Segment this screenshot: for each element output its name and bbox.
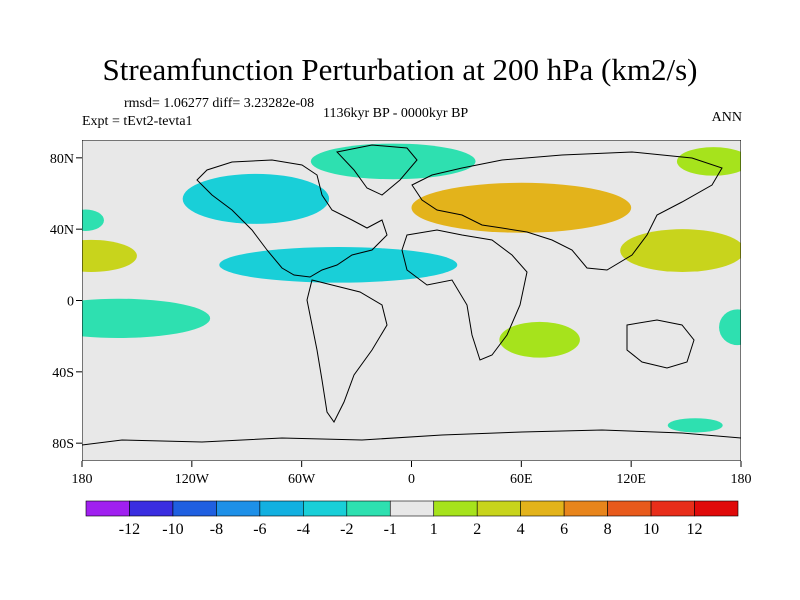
anomaly-region <box>676 147 741 176</box>
background-field <box>82 140 741 461</box>
y-tick-label: 40N <box>50 223 74 238</box>
colorbar-swatch <box>172 500 217 517</box>
x-tick-label: 60E <box>510 472 533 487</box>
colorbar-label: 4 <box>517 521 525 538</box>
colorbar-label: -1 <box>384 521 397 538</box>
x-tick-label: 180 <box>731 472 752 487</box>
colorbar-label: -4 <box>297 521 310 538</box>
colorbar-label: 1 <box>430 521 438 538</box>
colorbar-label: 12 <box>687 521 703 538</box>
colorbar-swatch <box>129 500 174 517</box>
colorbar-label: -8 <box>210 521 223 538</box>
anomaly-region <box>82 239 137 272</box>
anomaly-region <box>499 321 580 358</box>
y-tick-label: 80N <box>50 152 74 167</box>
y-tick-label: 80S <box>52 437 74 452</box>
anomaly-region <box>719 309 741 346</box>
stats-line: rmsd= 1.06277 diff= 3.23282e-08 <box>124 96 315 111</box>
period-line: 1136kyr BP - 0000kyr BP <box>323 106 469 121</box>
anomaly-region <box>310 143 476 180</box>
x-tick-label: 180 <box>72 472 93 487</box>
colorbar-label: 2 <box>473 521 481 538</box>
anomaly-region <box>667 418 723 433</box>
colorbar-swatch <box>476 500 521 517</box>
anomaly-region <box>620 229 741 272</box>
colorbar-swatch <box>650 500 695 517</box>
colorbar-swatch <box>85 500 130 517</box>
colorbar-swatch <box>346 500 391 517</box>
anomaly-region <box>82 209 104 231</box>
y-tick-label: 0 <box>67 295 74 310</box>
x-tick-label: 0 <box>408 472 415 487</box>
colorbar-swatch <box>389 500 435 517</box>
colorbar-label: -6 <box>253 521 266 538</box>
x-tick-label: 120E <box>616 472 646 487</box>
x-tick-label: 120W <box>175 472 210 487</box>
colorbar-label: 8 <box>604 521 612 538</box>
coastlines <box>82 144 741 446</box>
colorbar-label: -2 <box>340 521 353 538</box>
colorbar-swatch <box>563 500 608 517</box>
anomaly-region <box>219 247 458 283</box>
anomaly-region <box>182 173 330 224</box>
anomaly-region <box>411 182 632 233</box>
chart-title: Streamfunction Perturbation at 200 hPa (… <box>102 52 698 87</box>
map-panel <box>81 139 742 462</box>
colorbar-swatch <box>694 500 739 517</box>
colorbar-swatch <box>303 500 348 517</box>
map-svg <box>81 139 742 462</box>
colorbar-swatch <box>520 500 565 517</box>
anomaly-region <box>82 298 211 338</box>
season-label: ANN <box>711 110 742 125</box>
x-tick-label: 60W <box>288 472 316 487</box>
colorbar-swatch <box>433 500 478 517</box>
colorbar-label: -10 <box>162 521 183 538</box>
colorbar-label: -12 <box>119 521 140 538</box>
expt-line: Expt = tEvt2-tevta1 <box>82 114 193 129</box>
y-tick-label: 40S <box>52 366 74 381</box>
colorbar-swatch <box>216 500 261 517</box>
colorbar-swatch <box>259 500 304 517</box>
colorbar-label: 10 <box>643 521 659 538</box>
colorbar-swatch <box>607 500 652 517</box>
colorbar-label: 6 <box>560 521 568 538</box>
